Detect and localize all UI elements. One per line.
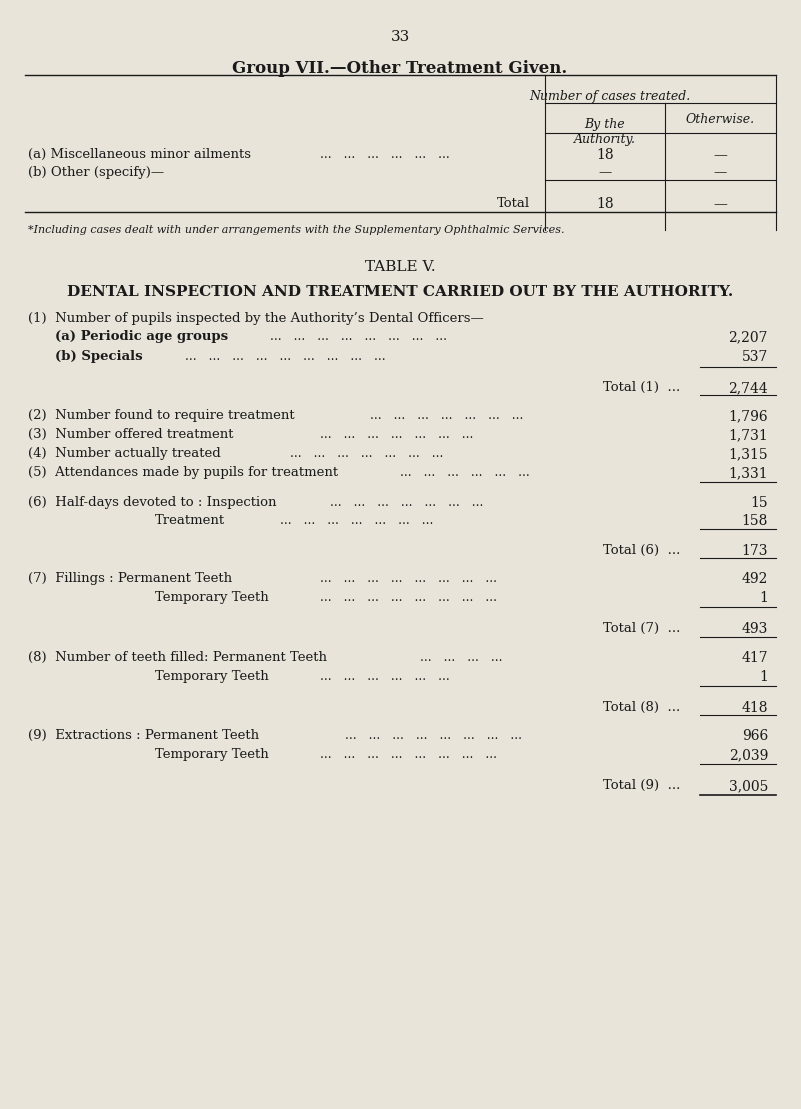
Text: Temporary Teeth: Temporary Teeth <box>155 591 269 604</box>
Text: 418: 418 <box>742 701 768 715</box>
Text: 2,207: 2,207 <box>728 330 768 344</box>
Text: 1,731: 1,731 <box>728 428 768 442</box>
Text: (9)  Extractions : Permanent Teeth: (9) Extractions : Permanent Teeth <box>28 729 260 742</box>
Text: 2,039: 2,039 <box>729 747 768 762</box>
Text: (6)  Half-days devoted to : Inspection: (6) Half-days devoted to : Inspection <box>28 496 276 509</box>
Text: 1: 1 <box>759 670 768 684</box>
Text: 492: 492 <box>742 572 768 586</box>
Text: ...   ...   ...   ...   ...   ...   ...: ... ... ... ... ... ... ... <box>370 409 523 423</box>
Text: (b) Specials: (b) Specials <box>55 350 143 363</box>
Text: ...   ...   ...   ...   ...   ...   ...: ... ... ... ... ... ... ... <box>330 496 483 509</box>
Text: Total: Total <box>497 197 530 210</box>
Text: Total (9)  ...: Total (9) ... <box>602 779 680 792</box>
Text: *Including cases dealt with under arrangements with the Supplementary Ophthalmic: *Including cases dealt with under arrang… <box>28 225 565 235</box>
Text: TABLE V.: TABLE V. <box>364 260 435 274</box>
Text: ...   ...   ...   ...   ...   ...   ...   ...: ... ... ... ... ... ... ... ... <box>320 747 497 761</box>
Text: ...   ...   ...   ...   ...   ...: ... ... ... ... ... ... <box>320 147 449 161</box>
Text: 33: 33 <box>390 30 409 44</box>
Text: (b) Other (specify)—: (b) Other (specify)— <box>28 166 164 179</box>
Text: 3,005: 3,005 <box>729 779 768 793</box>
Text: (7)  Fillings : Permanent Teeth: (7) Fillings : Permanent Teeth <box>28 572 232 586</box>
Text: DENTAL INSPECTION AND TREATMENT CARRIED OUT BY THE AUTHORITY.: DENTAL INSPECTION AND TREATMENT CARRIED … <box>66 285 733 299</box>
Text: 158: 158 <box>742 513 768 528</box>
Text: Total (6)  ...: Total (6) ... <box>602 545 680 557</box>
Text: —: — <box>713 197 727 211</box>
Text: Temporary Teeth: Temporary Teeth <box>155 670 269 683</box>
Text: —: — <box>713 147 727 162</box>
Text: (5)  Attendances made by pupils for treatment: (5) Attendances made by pupils for treat… <box>28 466 338 479</box>
Text: Group VII.—Other Treatment Given.: Group VII.—Other Treatment Given. <box>232 60 568 77</box>
Text: —: — <box>598 166 612 179</box>
Text: Total (8)  ...: Total (8) ... <box>602 701 680 714</box>
Text: ...   ...   ...   ...   ...   ...   ...: ... ... ... ... ... ... ... <box>280 513 433 527</box>
Text: 1,331: 1,331 <box>728 466 768 480</box>
Text: (a) Miscellaneous minor ailments: (a) Miscellaneous minor ailments <box>28 147 251 161</box>
Text: (4)  Number actually treated: (4) Number actually treated <box>28 447 221 460</box>
Text: 18: 18 <box>596 147 614 162</box>
Text: (8)  Number of teeth filled: Permanent Teeth: (8) Number of teeth filled: Permanent Te… <box>28 651 327 664</box>
Text: 1,796: 1,796 <box>728 409 768 423</box>
Text: Total (1)  ...: Total (1) ... <box>602 381 680 394</box>
Text: —: — <box>714 166 727 179</box>
Text: ...   ...   ...   ...: ... ... ... ... <box>420 651 502 664</box>
Text: Treatment: Treatment <box>155 513 225 527</box>
Text: ...   ...   ...   ...   ...   ...: ... ... ... ... ... ... <box>320 670 449 683</box>
Text: (2)  Number found to require treatment: (2) Number found to require treatment <box>28 409 295 423</box>
Text: ...   ...   ...   ...   ...   ...   ...   ...: ... ... ... ... ... ... ... ... <box>320 591 497 604</box>
Text: Number of cases treated.: Number of cases treated. <box>529 90 690 103</box>
Text: By the
Authority.: By the Authority. <box>574 118 636 146</box>
Text: ...   ...   ...   ...   ...   ...   ...   ...: ... ... ... ... ... ... ... ... <box>345 729 522 742</box>
Text: 15: 15 <box>751 496 768 510</box>
Text: Otherwise.: Otherwise. <box>686 113 755 126</box>
Text: ...   ...   ...   ...   ...   ...: ... ... ... ... ... ... <box>400 466 529 479</box>
Text: 173: 173 <box>742 545 768 558</box>
Text: 2,744: 2,744 <box>728 381 768 395</box>
Text: ...   ...   ...   ...   ...   ...   ...   ...: ... ... ... ... ... ... ... ... <box>270 330 447 343</box>
Text: (a) Periodic age groups: (a) Periodic age groups <box>55 330 228 343</box>
Text: Temporary Teeth: Temporary Teeth <box>155 747 269 761</box>
Text: 417: 417 <box>742 651 768 665</box>
Text: 1: 1 <box>759 591 768 606</box>
Text: (3)  Number offered treatment: (3) Number offered treatment <box>28 428 234 441</box>
Text: 1,315: 1,315 <box>728 447 768 461</box>
Text: ...   ...   ...   ...   ...   ...   ...: ... ... ... ... ... ... ... <box>320 428 473 441</box>
Text: 537: 537 <box>742 350 768 364</box>
Text: Total (7)  ...: Total (7) ... <box>602 622 680 635</box>
Text: ...   ...   ...   ...   ...   ...   ...: ... ... ... ... ... ... ... <box>290 447 444 460</box>
Text: 18: 18 <box>596 197 614 211</box>
Text: (1)  Number of pupils inspected by the Authority’s Dental Officers—: (1) Number of pupils inspected by the Au… <box>28 312 484 325</box>
Text: ...   ...   ...   ...   ...   ...   ...   ...: ... ... ... ... ... ... ... ... <box>320 572 497 586</box>
Text: 966: 966 <box>742 729 768 743</box>
Text: 493: 493 <box>742 622 768 635</box>
Text: ...   ...   ...   ...   ...   ...   ...   ...   ...: ... ... ... ... ... ... ... ... ... <box>185 350 385 363</box>
